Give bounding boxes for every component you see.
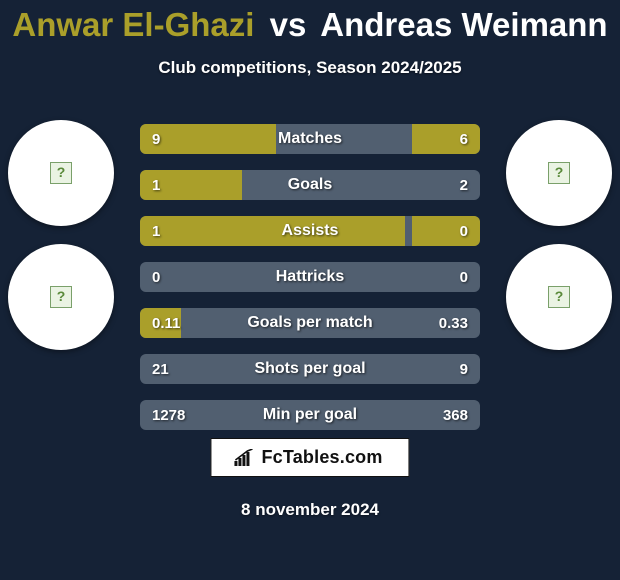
stat-value-left: 0.11 (140, 308, 192, 338)
image-placeholder-icon (548, 162, 570, 184)
stat-row: 21 9Shots per goal (140, 354, 480, 384)
stat-row: 1278368Min per goal (140, 400, 480, 430)
vs-label: vs (264, 6, 313, 43)
stats-block: 96Matches12Goals10Assists00Hattricks0.11… (140, 124, 480, 446)
stat-metric-label: Shots per goal (140, 354, 480, 384)
image-placeholder-icon (50, 286, 72, 308)
stat-row: 0 0Hattricks (140, 262, 480, 292)
stat-row: 0.110.33Goals per match (140, 308, 480, 338)
stat-value-right: 368 (431, 400, 480, 430)
stat-value-left: 1278 (140, 400, 197, 430)
image-placeholder-icon (548, 286, 570, 308)
stat-metric-label: Hattricks (140, 262, 480, 292)
stat-value-left: 9 (140, 124, 172, 154)
stat-value-left: 1 (140, 170, 172, 200)
stat-row: 10Assists (140, 216, 480, 246)
stat-value-left: 21 (140, 354, 181, 384)
stat-value-right: 0 (448, 216, 480, 246)
stat-value-right: 9 (448, 354, 480, 384)
player2-name: Andreas Weimann (320, 6, 607, 43)
stat-value-right: 0 (448, 262, 480, 292)
image-placeholder-icon (50, 162, 72, 184)
source-badge: FcTables.com (210, 438, 409, 477)
stat-fill-left (140, 216, 405, 246)
stat-row: 96Matches (140, 124, 480, 154)
stat-value-left: 1 (140, 216, 172, 246)
player2-avatars (506, 120, 612, 350)
stat-value-right: 6 (448, 124, 480, 154)
subtitle: Club competitions, Season 2024/2025 (0, 58, 620, 78)
page-title: Anwar El-Ghazi vs Andreas Weimann (0, 0, 620, 44)
stat-value-right: 0.33 (427, 308, 480, 338)
stat-value-right: 2 (448, 170, 480, 200)
stat-value-left: 0 (140, 262, 172, 292)
source-badge-text: FcTables.com (261, 447, 382, 468)
player1-club-circle (8, 244, 114, 350)
player1-name: Anwar El-Ghazi (12, 6, 254, 43)
player2-club-circle (506, 244, 612, 350)
stat-row: 12Goals (140, 170, 480, 200)
date-label: 8 november 2024 (0, 500, 620, 520)
player1-photo-circle (8, 120, 114, 226)
player1-avatars (8, 120, 114, 350)
player2-photo-circle (506, 120, 612, 226)
fctables-logo-icon (233, 449, 255, 467)
